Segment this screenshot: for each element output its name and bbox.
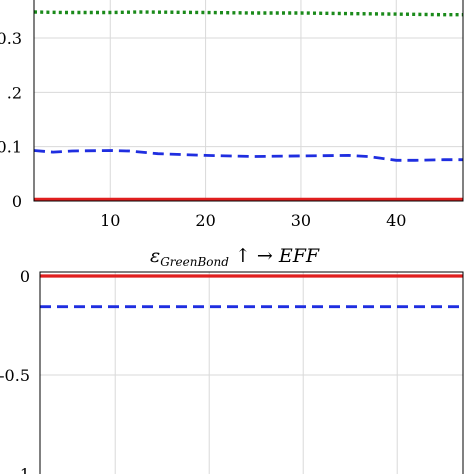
top-x-tick-label: 40: [386, 211, 406, 230]
top-chart-panel: 0 0.1 .2 0.3 10 20 30 40: [0, 0, 464, 230]
top-x-tick-label: 30: [291, 211, 311, 230]
bottom-chart-panel: -1 -0.5 0: [0, 267, 464, 474]
top-tick-labels: 0 0.1 .2 0.3 10 20 30 40: [0, 29, 406, 230]
title-rest: ↑ → EFF: [229, 245, 320, 267]
bottom-y-tick-label: -0.5: [0, 366, 30, 385]
bottom-chart-title: εGreenBond ↑ → EFF: [150, 245, 320, 269]
top-y-tick-label: 0.3: [0, 29, 22, 48]
top-x-tick-label: 10: [100, 211, 120, 230]
bottom-y-tick-label: 0: [20, 267, 30, 286]
top-series-line-dashed: [33, 149, 463, 162]
top-series-line-dotted: [33, 10, 463, 17]
top-series-group: [33, 10, 463, 201]
top-y-tick-label: 0.1: [0, 138, 22, 157]
top-axes-frame: [33, 0, 464, 202]
title-epsilon: ε: [150, 245, 160, 267]
bottom-y-tick-label: -1: [14, 465, 30, 474]
title-subscript: GreenBond: [160, 255, 229, 269]
top-y-tick-label: 0: [12, 192, 22, 211]
bottom-series-group: [40, 274, 463, 309]
top-y-tick-label: .2: [7, 83, 22, 102]
bottom-grid: [40, 272, 463, 474]
top-x-tick-label: 20: [195, 211, 215, 230]
bottom-axes-frame: [39, 271, 464, 474]
top-grid: [34, 0, 463, 201]
bottom-tick-labels: -1 -0.5 0: [0, 267, 30, 474]
